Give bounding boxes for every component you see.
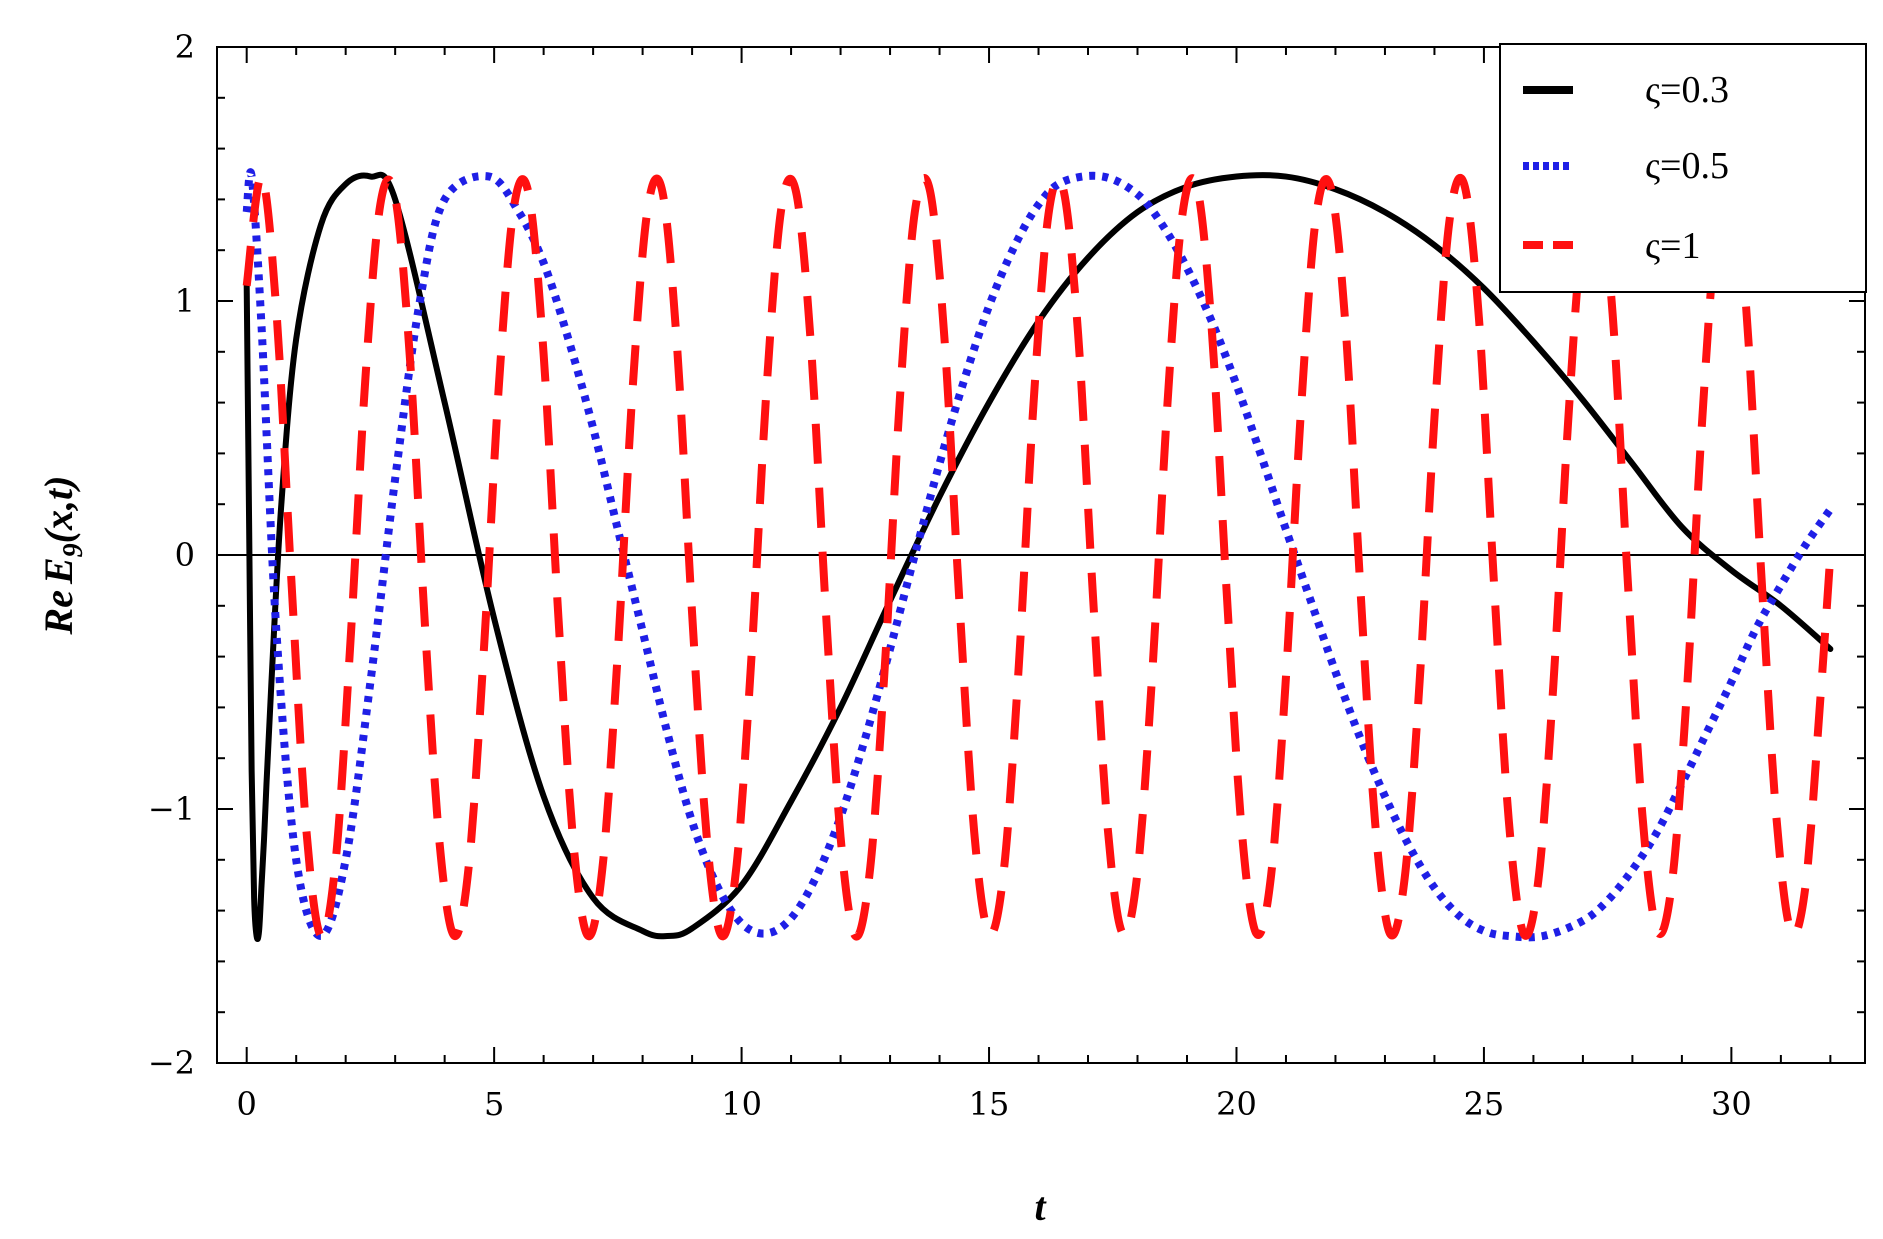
x-axis-title: t [1034,1184,1047,1229]
x-tick-label: 25 [1464,1085,1505,1123]
legend-box [1499,43,1867,293]
legend-label-s1: ς=1 [1645,225,1700,267]
y-tick-label: 2 [175,28,195,66]
y-axis-title-args: (x,t) [36,476,81,544]
y-axis-title: Re E9(x,t) [36,476,89,636]
legend: ς=0.3 ς=0.5 ς=1 [1499,43,1867,293]
x-tick-label: 5 [484,1085,504,1123]
legend-label-s0-5: ς=0.5 [1645,145,1729,187]
series-line-s1 [242,172,1835,941]
y-axis-title-e: E [36,557,81,585]
x-tick-label: 10 [721,1085,762,1123]
y-axis-title-re: Re [36,590,81,635]
y-axis-title-sub: 9 [58,543,89,557]
x-tick-label: 15 [969,1085,1010,1123]
y-tick-label: 0 [175,536,195,574]
x-tick-label: 30 [1711,1085,1752,1123]
y-tick-label: −1 [148,790,195,828]
series-line-s0-3 [243,171,1834,943]
x-tick-label: 0 [237,1085,257,1123]
series-line-s0-5 [242,168,1834,942]
legend-label-s0-3: ς=0.3 [1645,69,1729,111]
x-tick-labels: 0 5 10 15 20 25 30 [237,1085,1752,1123]
y-tick-label: 1 [175,282,195,320]
x-tick-label: 20 [1216,1085,1257,1123]
y-tick-label: −2 [148,1044,195,1082]
y-tick-labels: 2 1 0 −1 −2 [148,28,195,1082]
